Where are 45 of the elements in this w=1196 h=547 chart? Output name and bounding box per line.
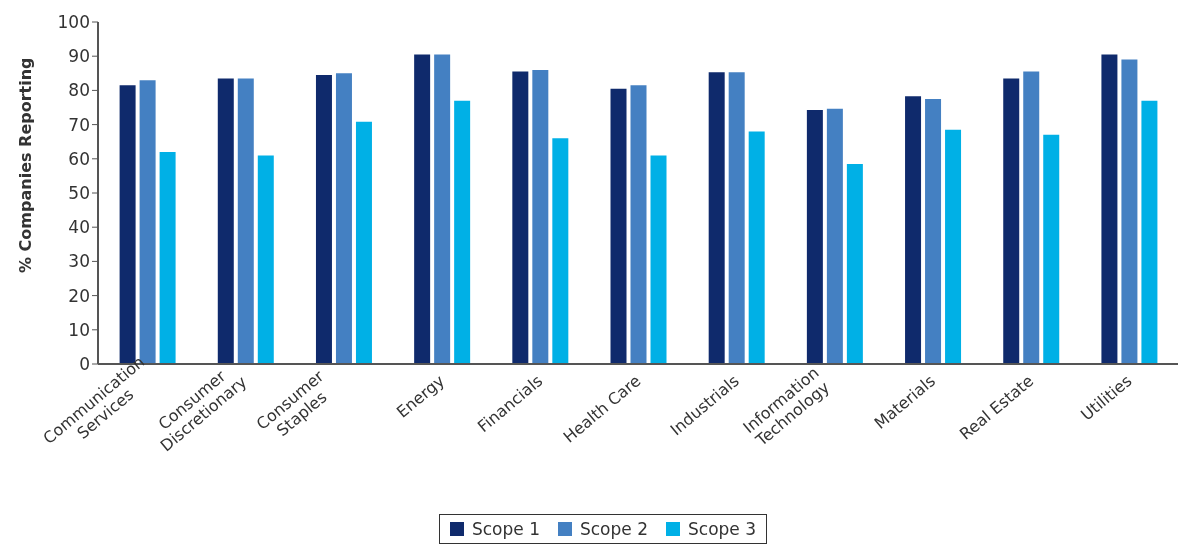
- bar: [1043, 134, 1060, 364]
- bar: [806, 109, 823, 364]
- bar: [846, 163, 863, 364]
- bar: [945, 129, 962, 364]
- y-tick-label: 60: [68, 148, 90, 169]
- y-tick-label: 30: [68, 251, 90, 272]
- bar: [335, 73, 352, 364]
- bar: [748, 131, 765, 364]
- y-tick-label: 10: [68, 319, 90, 340]
- y-axis-title: % Companies Reporting: [15, 57, 35, 273]
- bar: [454, 100, 471, 364]
- bar: [512, 71, 529, 364]
- y-tick-label: 70: [68, 114, 90, 135]
- y-tick-label: 100: [57, 12, 90, 33]
- bar: [610, 88, 627, 364]
- bar: [355, 121, 372, 364]
- bar: [1023, 71, 1040, 364]
- bar: [532, 69, 549, 364]
- bar: [1101, 54, 1118, 364]
- bar: [1121, 59, 1138, 364]
- legend-label: Scope 1: [470, 519, 540, 539]
- y-tick-label: 90: [68, 46, 90, 67]
- bar: [414, 54, 431, 364]
- bar: [650, 155, 667, 364]
- bar: [1003, 78, 1020, 364]
- bar: [159, 151, 176, 364]
- bar: [630, 85, 647, 364]
- bar: [217, 78, 234, 364]
- bar: [708, 72, 725, 364]
- y-tick-label: 40: [68, 217, 90, 238]
- bar: [315, 75, 332, 364]
- legend-label: Scope 3: [687, 519, 757, 539]
- y-tick-label: 20: [68, 285, 90, 306]
- bar: [434, 54, 451, 364]
- bar: [1141, 100, 1158, 364]
- bar: [925, 98, 942, 364]
- y-tick-label: 50: [68, 183, 90, 204]
- bar: [905, 96, 922, 364]
- y-tick-label: 80: [68, 80, 90, 101]
- bar: [552, 138, 569, 364]
- bar: [826, 108, 843, 364]
- bar: [237, 78, 254, 364]
- bar: [257, 155, 274, 364]
- bar: [728, 72, 745, 364]
- legend-label: Scope 2: [579, 519, 648, 539]
